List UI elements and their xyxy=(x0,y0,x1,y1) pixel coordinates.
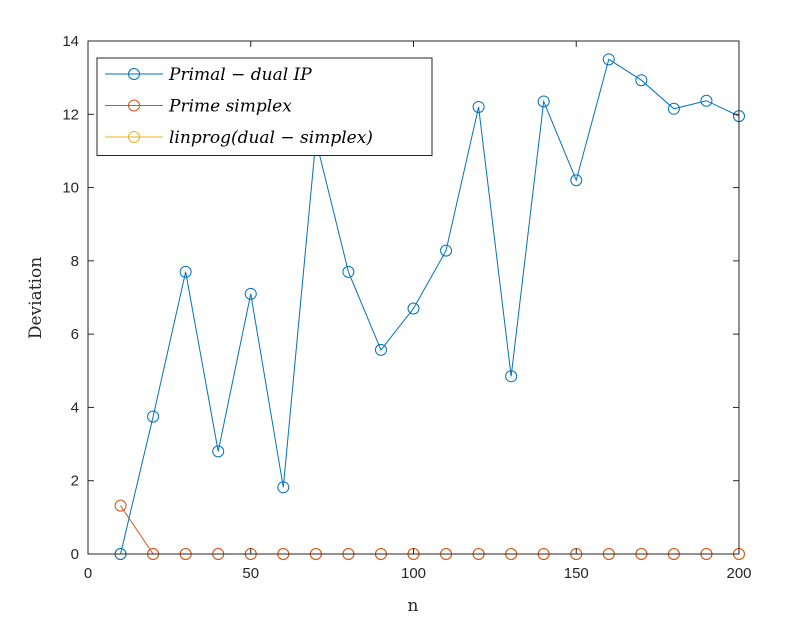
x-tick-label: 100 xyxy=(401,565,426,582)
data-point xyxy=(212,445,225,458)
x-axis-label: n xyxy=(408,596,419,616)
data-point xyxy=(472,100,485,113)
legend-marker xyxy=(128,99,140,112)
data-point xyxy=(570,174,583,187)
series-1 xyxy=(114,53,745,560)
legend-marker xyxy=(128,131,140,143)
y-tick-label: 4 xyxy=(71,399,79,416)
y-tick-label: 6 xyxy=(71,326,79,343)
x-tick-label: 50 xyxy=(242,565,259,582)
data-point xyxy=(342,265,355,278)
y-tick-label: 14 xyxy=(62,33,79,50)
data-point xyxy=(602,53,615,66)
legend-entry: Prime simplex xyxy=(105,97,292,117)
data-point xyxy=(667,102,680,115)
data-point xyxy=(505,370,518,383)
data-point xyxy=(179,265,192,278)
x-tick-label: 150 xyxy=(564,565,589,582)
data-point xyxy=(407,302,420,315)
data-point xyxy=(277,481,290,494)
y-tick-label: 10 xyxy=(62,180,79,197)
x-tick-label: 0 xyxy=(84,565,92,582)
data-point xyxy=(635,74,648,87)
legend-entry: linprog(dual − simplex) xyxy=(105,128,373,148)
legend-marker xyxy=(128,68,140,80)
data-point xyxy=(700,94,713,107)
y-tick-label: 8 xyxy=(71,253,79,270)
data-point xyxy=(147,410,160,423)
tick-layer: 0 50 100 150 200 0 2 4 6 8 10 12 14 xyxy=(62,33,751,582)
legend-label: linprog(dual − simplex) xyxy=(169,128,373,148)
data-point xyxy=(374,343,387,356)
legend-label: Prime simplex xyxy=(168,97,292,117)
x-tick-label: 200 xyxy=(726,565,751,582)
legend-label: Primal − dual IP xyxy=(168,65,312,85)
y-tick-label: 0 xyxy=(71,546,79,563)
data-point xyxy=(114,499,127,512)
series-line xyxy=(120,58,740,555)
data-point xyxy=(537,95,550,108)
y-tick-label: 12 xyxy=(62,106,79,123)
y-tick-label: 2 xyxy=(71,473,79,490)
y-axis-label: Deviation xyxy=(26,257,46,339)
data-point xyxy=(244,287,257,300)
legend-entry: Primal − dual IP xyxy=(105,65,312,85)
data-point xyxy=(440,244,453,257)
legend: Primal − dual IP Prime simplex linprog(dua… xyxy=(96,57,433,156)
